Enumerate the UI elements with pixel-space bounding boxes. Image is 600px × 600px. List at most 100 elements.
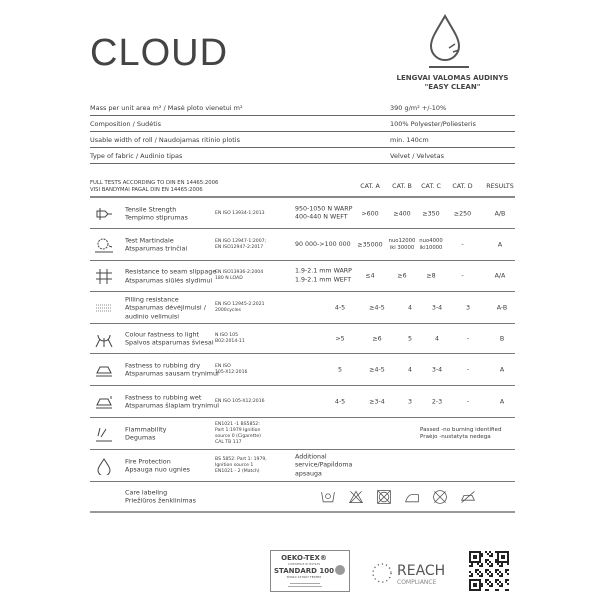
test-name-en: Test Martindale: [125, 236, 174, 244]
test-c: ≥350: [422, 210, 440, 217]
iron-low-icon: [405, 493, 419, 502]
test-a: >600: [361, 210, 379, 217]
test-row: Tensile Strength Tempimo stiprumas EN ISO …: [90, 199, 515, 229]
water-drop-icon: [429, 13, 469, 68]
test-name: Fastness to rubbing dry Atsparumas sausam…: [125, 361, 219, 378]
test-b: nuo12000 iki 30000: [388, 237, 416, 251]
test-row: Colour fastness to light Spalvos atsparum…: [90, 324, 515, 354]
test-a: 4-5: [334, 398, 346, 405]
no-dry-clean-icon: [433, 489, 447, 504]
header-line-2: VISI BANDYMAI PAGAL DIN EN 14465:2006: [90, 187, 203, 193]
test-a: 4-5: [334, 304, 346, 311]
test-name-lt: Atsparumas siūlės slydimui: [125, 276, 213, 284]
test-name: Colour fastness to light Spalvos atsparum…: [125, 330, 214, 347]
product-title: CLOUD: [90, 32, 229, 74]
spec-row: Composition / Sudėtis 100% Polyester/Poli…: [90, 116, 515, 132]
test-name: Fastness to rubbing wet Atsparumas šlapia…: [125, 393, 219, 410]
test-b: ≥3-4: [369, 398, 385, 405]
test-name-en: Colour fastness to light: [125, 330, 200, 338]
test-name-en: Flammability: [125, 425, 167, 433]
test-d: 4: [434, 335, 439, 342]
test-name-en: Tensile Strength: [125, 205, 177, 213]
test-value: 1.9-2.1 mm WARP 1.9-2.1 mm WEFT: [295, 267, 352, 284]
test-result: A/B: [494, 210, 506, 217]
qr-code[interactable]: [469, 551, 509, 591]
test-row: Pilling resistance Atsparumas dėvėjimuisi…: [90, 292, 515, 324]
test-row: Fire Protection Apsauga nuo ugnies BS 5852…: [90, 450, 515, 482]
test-standard: EN ISO 12947-1:2007; EN ISO12947-2:2017: [215, 238, 267, 250]
test-result-text: Passed -no burning identified Praėjo -nu…: [420, 426, 502, 440]
svg-text:OEKO-TEX®: OEKO-TEX®: [281, 554, 327, 562]
test-name-lt: Spalvos atsparumas šviesai: [125, 338, 214, 347]
test-name-en: Fastness to rubbing dry: [125, 361, 201, 369]
test-value: 950-1050 N WARP 400-440 N WEFT: [295, 205, 353, 221]
test-name: Care labeling Priežiūros ženklinimas: [125, 488, 196, 505]
pilling-icon: [96, 304, 112, 311]
test-standard: EN1021 -1 BS5852: Part 1:1979 Ignition s…: [215, 421, 261, 445]
col-cat-b: CAT. B: [392, 183, 412, 190]
rubbing-dry-icon: [96, 366, 112, 376]
test-c: nuo4000 iki10000: [419, 237, 443, 251]
test-row: Flammability Degumas EN1021 -1 BS5852: Par…: [90, 418, 515, 450]
test-row: Fastness to rubbing wet Atsparumas šlapia…: [90, 386, 515, 418]
col-results: RESULTS: [486, 183, 514, 190]
test-e: -: [466, 335, 470, 342]
spec-label: Composition / Sudėtis: [90, 120, 162, 128]
test-row: Resistance to seam slippage Atsparumas si…: [90, 261, 515, 292]
tests-header: FULL TESTS ACCORDING TO DIN EN 14465:200…: [90, 178, 515, 198]
fire-icon: [97, 457, 111, 475]
tensile-icon: [96, 207, 112, 220]
test-result: A: [499, 398, 505, 405]
test-b: ≥6: [372, 335, 382, 342]
test-name-lt: Tempimo stiprumas: [125, 213, 188, 222]
test-name: Fire Protection Apsauga nuo ugnies: [125, 457, 190, 474]
spec-value: Velvet / Velvetas: [390, 152, 444, 160]
spec-label: Type of fabric / Audinio tipas: [90, 152, 183, 160]
test-a: ≥35000: [357, 241, 383, 248]
svg-text:STANDARD 100: STANDARD 100: [274, 567, 334, 575]
test-name: Test Martindale Atsparumas trinčiai: [125, 236, 187, 253]
hand-wash-icon: [321, 491, 335, 502]
col-cat-c: CAT. C: [421, 183, 441, 190]
flammability-icon: [96, 427, 112, 441]
test-name-lt: Apsauga nuo ugnies: [125, 465, 190, 474]
no-tumble-dry-icon: [377, 489, 391, 504]
test-e: -: [466, 398, 470, 405]
test-c: 4: [407, 304, 412, 311]
test-a: >5: [335, 335, 345, 342]
header-line-1: FULL TESTS ACCORDING TO DIN EN 14465:200…: [90, 180, 219, 186]
test-row: Care labeling Priežiūros ženklinimas: [90, 482, 515, 513]
test-standard: BS 5852: Part 1: 1979, Ignition source 1…: [215, 456, 267, 474]
svg-text:SH010 127007 TESTEX: SH010 127007 TESTEX: [287, 575, 322, 579]
test-result: B: [499, 335, 505, 342]
test-result: A: [499, 366, 505, 373]
spec-value: 390 g/m² +/-10%: [390, 104, 447, 112]
test-name: Tensile Strength Tempimo stiprumas: [125, 205, 188, 222]
col-cat-d: CAT. D: [452, 183, 473, 190]
test-name-en: Fastness to rubbing wet: [125, 393, 202, 401]
test-a: ≤4: [365, 272, 375, 280]
care-icons: [320, 489, 476, 505]
test-d: 2-3: [431, 398, 443, 405]
test-d: -: [461, 241, 464, 248]
tests-table: Tensile Strength Tempimo stiprumas EN ISO …: [90, 199, 515, 513]
test-standard: EN ISO 12945-2:2021 2000cycles: [215, 301, 265, 313]
spec-label: Mass per unit area m² / Masė ploto viene…: [90, 104, 243, 112]
svg-text:COMPLIANCE: COMPLIANCE: [397, 579, 437, 586]
test-d: 3-4: [431, 366, 443, 373]
test-standard: EN ISO 13934-1:2013: [215, 210, 265, 216]
test-standard: N ISO 105 B02:2014-11: [215, 332, 245, 344]
test-result: A: [497, 241, 503, 248]
no-bleach-icon: [348, 490, 364, 503]
seam-slippage-icon: [96, 269, 112, 284]
col-cat-a: CAT. A: [360, 183, 380, 190]
test-c: ≥8: [426, 272, 436, 280]
test-standard: EN ISO 105-X12:2016: [215, 398, 265, 404]
test-value: 90 000->100 000: [295, 240, 351, 248]
test-b: ≥6: [397, 272, 407, 280]
test-standard: EN ISO 105-X12:2016: [215, 363, 248, 375]
test-row: Fastness to rubbing dry Atsparumas sausam…: [90, 354, 515, 386]
test-name-en: Care labeling: [125, 488, 168, 496]
spec-row: Type of fabric / Audinio tipas Velvet / V…: [90, 148, 515, 164]
